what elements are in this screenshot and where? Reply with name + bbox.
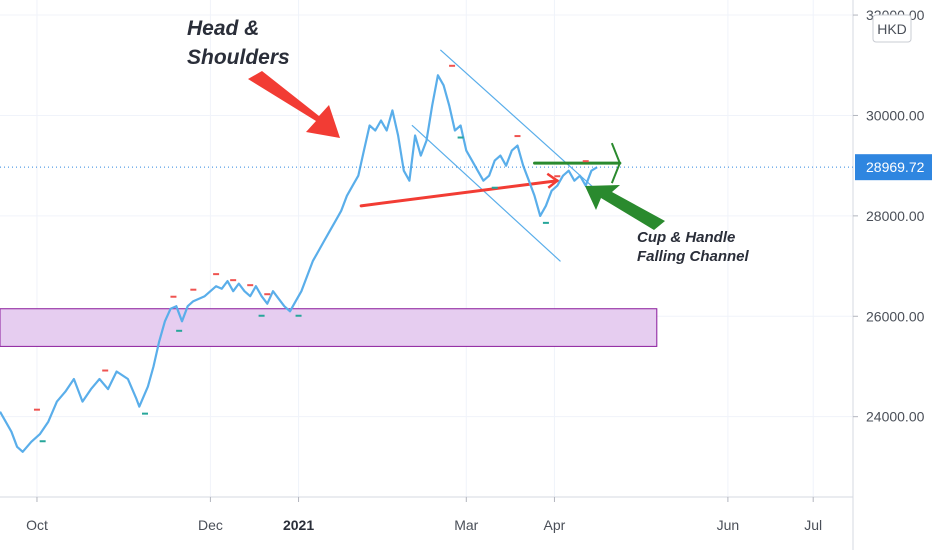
head-shoulders-label-line1: Head &	[187, 17, 259, 40]
cup-handle-arrow	[585, 185, 665, 230]
price-line	[0, 74, 598, 453]
y-tick-label: 30000.00	[866, 107, 925, 123]
falling-channel-upper	[440, 49, 598, 192]
y-tick-label: 26000.00	[866, 308, 925, 324]
x-tick-label: Dec	[198, 517, 223, 533]
cup-handle-label: Cup & Handle	[637, 229, 735, 246]
last-price-label: 28969.72	[866, 159, 925, 175]
x-tick-label: 2021	[283, 517, 314, 533]
head-shoulders-arrow	[248, 71, 340, 138]
x-tick-label: Oct	[26, 517, 48, 533]
falling-channel-label: Falling Channel	[637, 248, 750, 265]
pivot-markers	[33, 64, 598, 443]
last-price-badge	[855, 154, 932, 181]
neckline-arrowhead	[546, 172, 560, 189]
currency-label: HKD	[877, 21, 907, 37]
currency-badge	[872, 14, 912, 43]
price-series	[0, 74, 598, 453]
resistance-arrowhead	[610, 142, 621, 184]
neckline	[359, 179, 559, 208]
x-tick-label: Mar	[454, 517, 478, 533]
x-tick-label: Jul	[804, 517, 822, 533]
support-zone	[0, 308, 658, 347]
support-zone-rect	[0, 308, 658, 347]
drawn-trendlines	[359, 49, 622, 262]
x-tick-label: Jun	[717, 517, 740, 533]
x-tick-label: Apr	[544, 517, 566, 533]
y-tick-label: 24000.00	[866, 409, 925, 425]
head-shoulders-label-line2: Shoulders	[187, 46, 290, 69]
y-tick-label: 28000.00	[866, 208, 925, 224]
falling-channel-lower	[411, 124, 561, 262]
pattern-annotations: Head & Shoulders Cup & Handle Falling Chann…	[187, 17, 750, 265]
